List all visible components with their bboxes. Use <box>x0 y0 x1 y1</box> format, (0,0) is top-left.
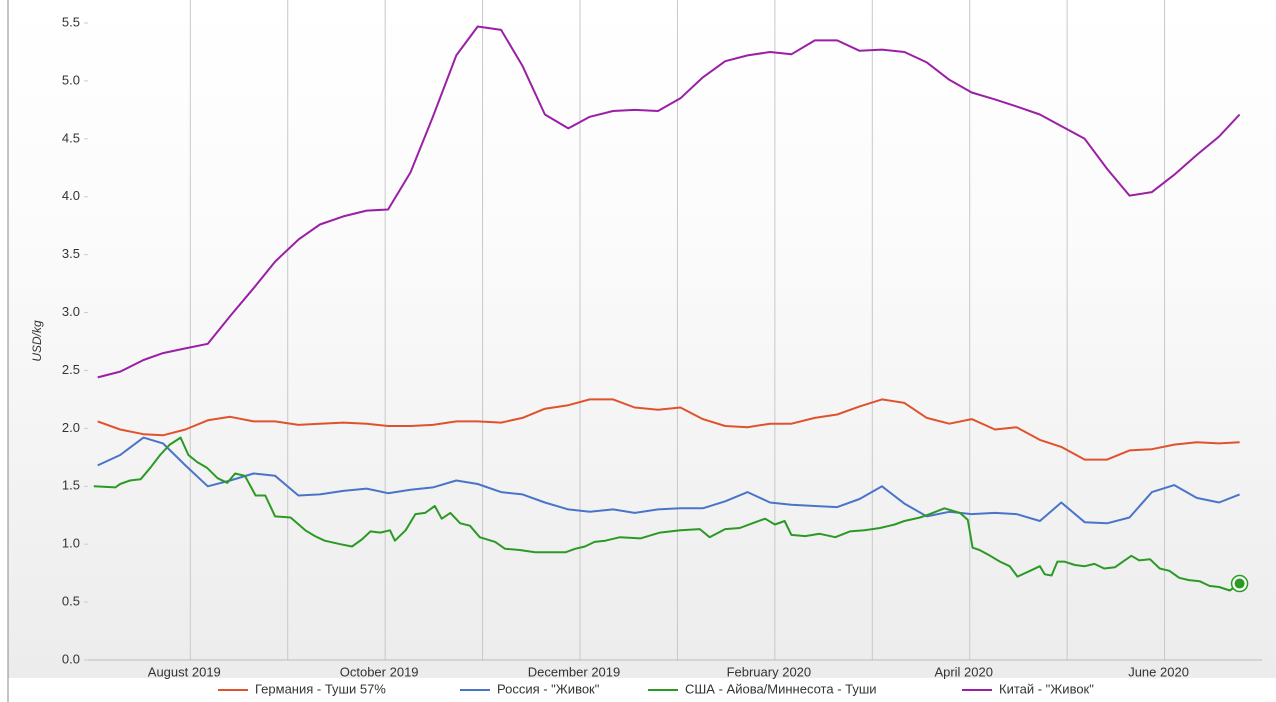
x-tick-label: August 2019 <box>148 664 221 679</box>
x-tick-label: April 2020 <box>934 664 993 679</box>
series-line <box>93 436 1241 592</box>
legend-label: США - Айова/Миннесота - Туши <box>685 681 877 696</box>
y-tick-label: 3.5 <box>62 246 80 261</box>
x-tick-label: June 2020 <box>1128 664 1189 679</box>
lines <box>93 25 1249 593</box>
y-tick-label: 5.0 <box>62 72 80 87</box>
labels: 0.0 0.5 1.0 1.5 2.0 2.5 3.0 3.5 4.0 4.5 5.0 5.5 Augu… <box>62 14 1189 696</box>
x-tick-label: December 2019 <box>528 664 621 679</box>
y-tick-label: 0.5 <box>62 594 80 609</box>
y-tick-label: 0.0 <box>62 651 80 666</box>
x-tick-label: February 2020 <box>727 664 812 679</box>
legend-label: Германия - Туши 57% <box>255 681 386 696</box>
y-tick-label: 5.5 <box>62 14 80 29</box>
series-line <box>97 25 1241 379</box>
y-tick-label: 4.0 <box>62 188 80 203</box>
y-tick-label: 3.0 <box>62 304 80 319</box>
legend-label: Китай - "Живок" <box>999 681 1094 696</box>
legend-label: Россия - "Живок" <box>497 681 600 696</box>
y-tick-label: 1.5 <box>62 478 80 493</box>
series-line <box>97 398 1240 461</box>
y-tick-label: 4.5 <box>62 130 80 145</box>
y-axis-label: USD/kg <box>30 320 44 362</box>
series-line <box>97 436 1240 525</box>
y-tick-label: 1.0 <box>62 536 80 551</box>
grid <box>84 0 1262 661</box>
y-tick-label: 2.0 <box>62 420 80 435</box>
end-marker <box>1234 578 1245 589</box>
plot-background <box>8 0 1276 678</box>
y-tick-label: 2.5 <box>62 362 80 377</box>
x-tick-label: October 2019 <box>340 664 419 679</box>
